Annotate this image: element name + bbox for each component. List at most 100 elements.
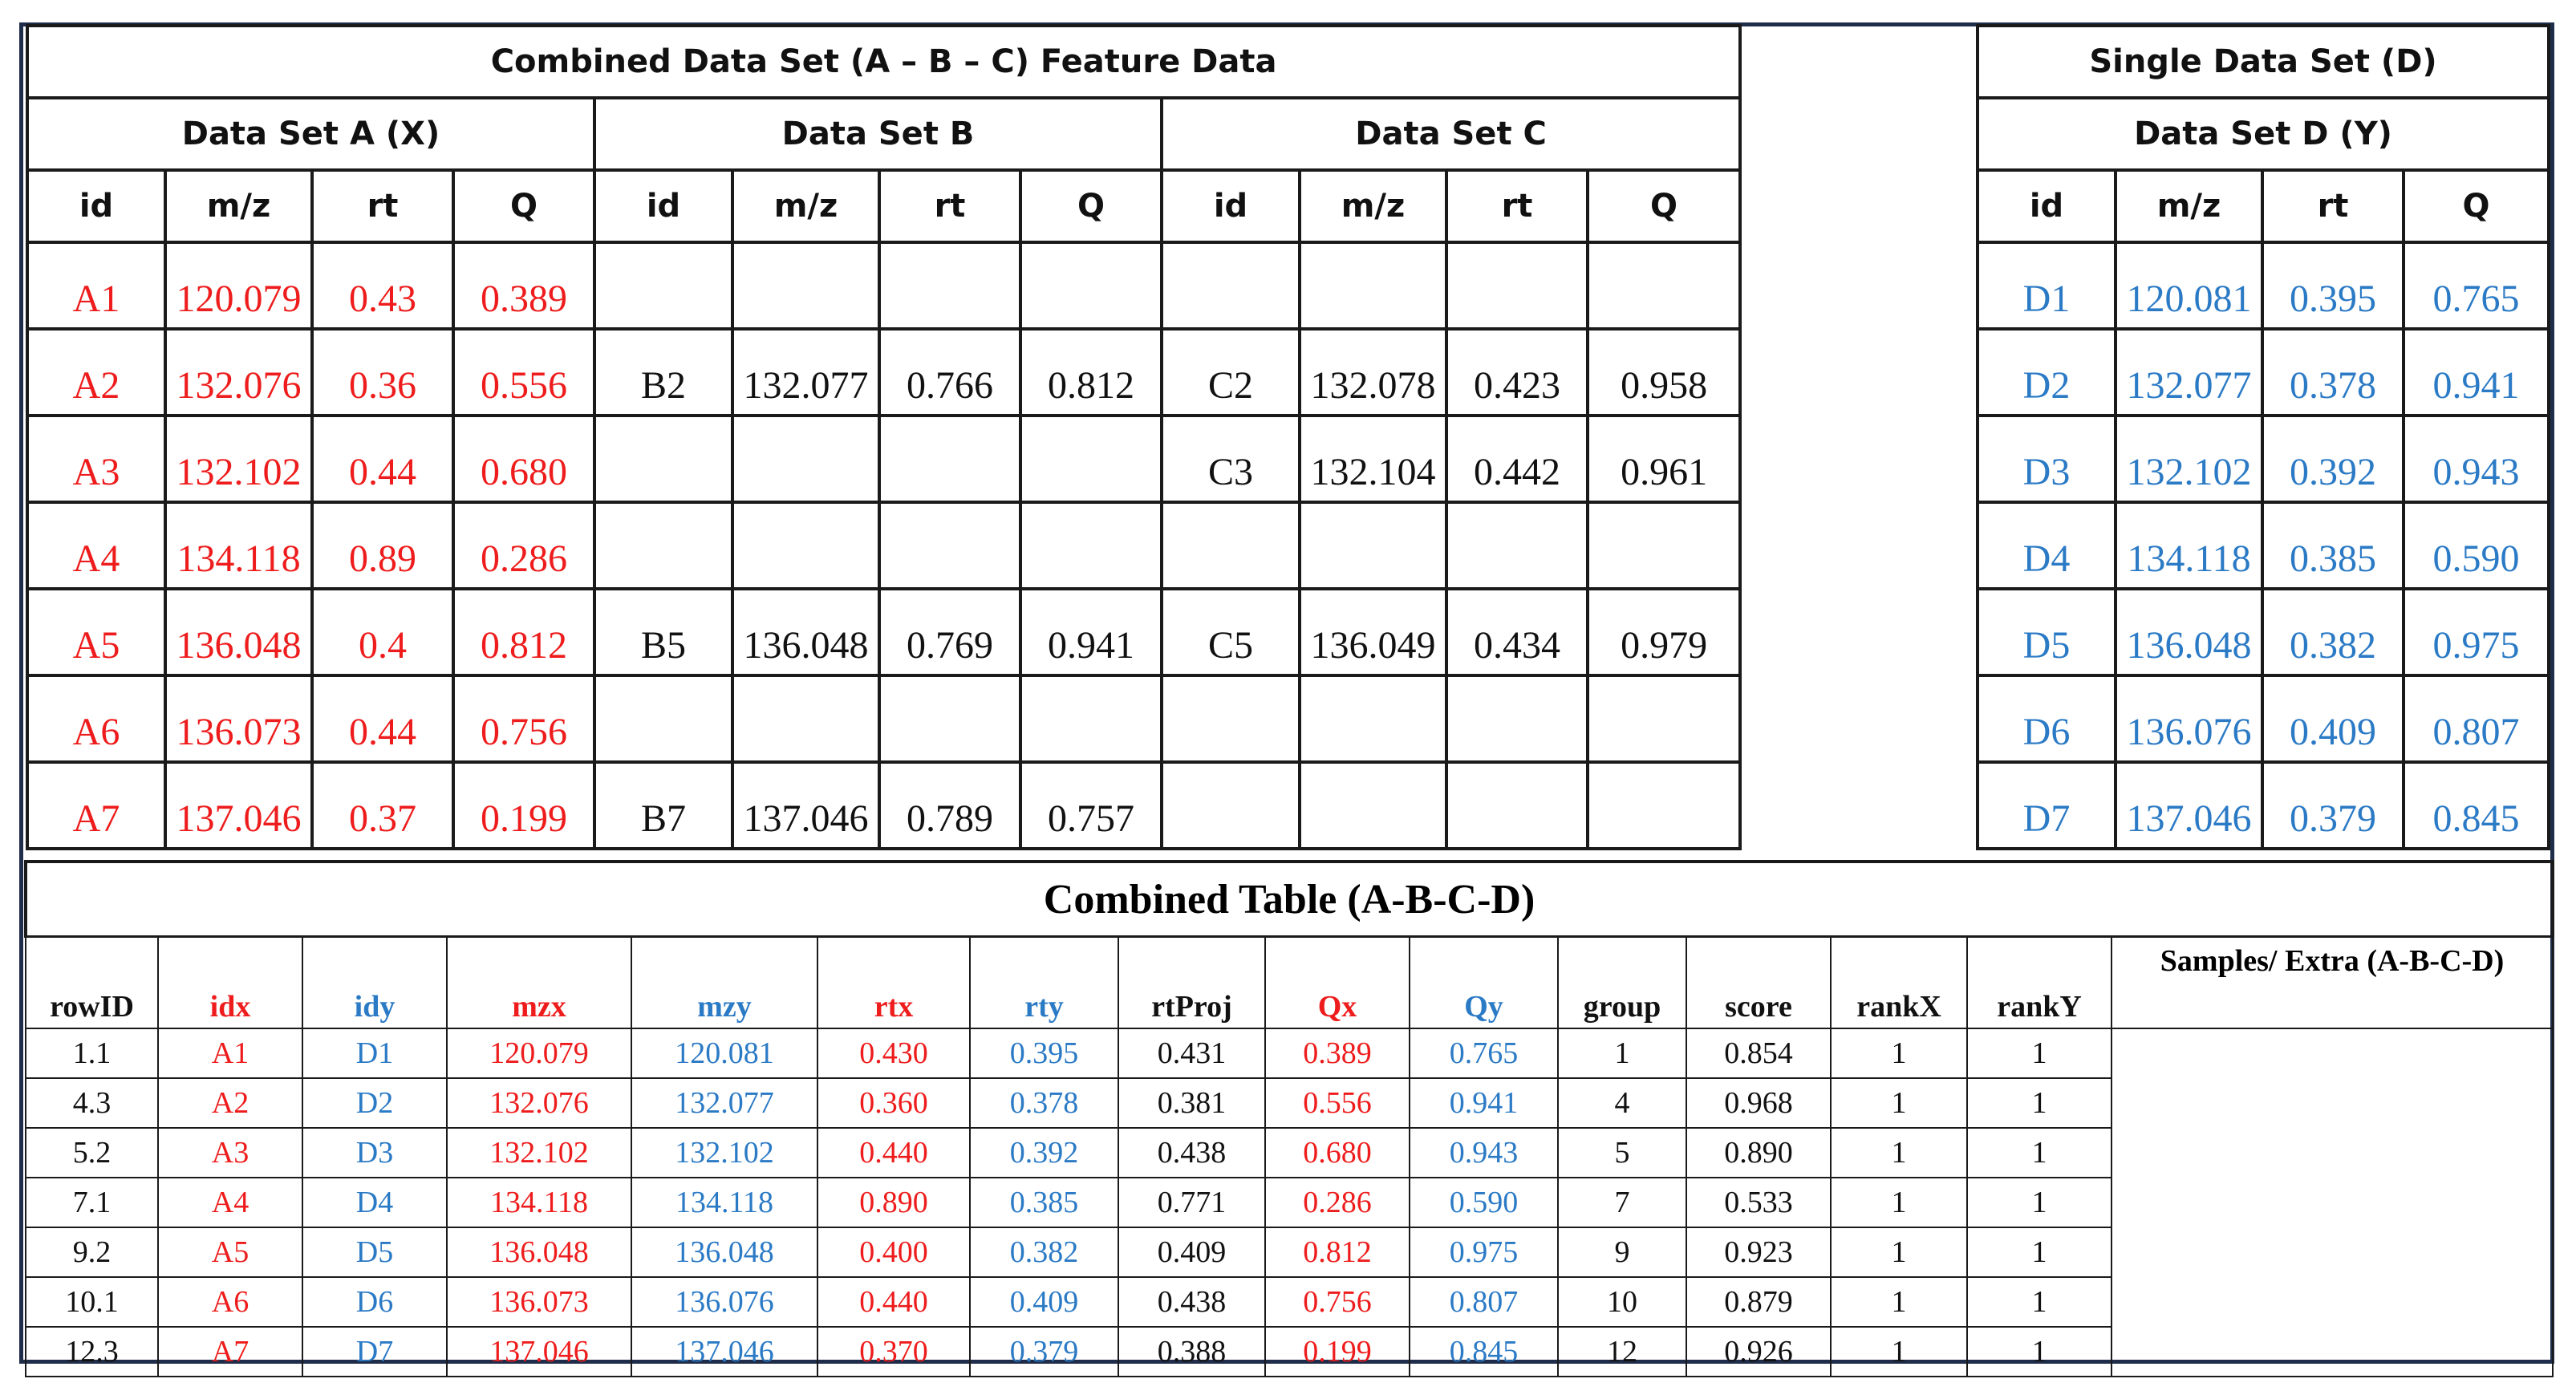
set-d-header: Data Set D (Y)	[1975, 96, 2551, 172]
table-cell	[1298, 674, 1448, 764]
column-header: rt	[2261, 168, 2405, 244]
column-header: rtx	[817, 935, 971, 1029]
table-cell	[731, 414, 881, 504]
table-cell: 0.533	[1686, 1177, 1832, 1228]
table-cell: 0.286	[452, 501, 596, 590]
table-cell: 0.807	[1409, 1276, 1559, 1328]
table-row: 4.3 A2 D2 132.076 132.077 0.360 0.378 0.381 0.55…	[25, 1077, 2553, 1129]
table-cell: 1	[1557, 1028, 1687, 1079]
table-cell: 0.385	[2261, 501, 2405, 590]
table-cell: D4	[302, 1177, 448, 1228]
table-cell: 0.37	[310, 760, 455, 850]
table-cell: 0.409	[1118, 1227, 1266, 1278]
table-cell	[731, 241, 881, 331]
table-cell: 1	[1966, 1177, 2112, 1228]
table-cell: 0.43	[310, 241, 455, 331]
table-cell: 0.409	[969, 1276, 1119, 1328]
table-cell: 0.392	[2261, 414, 2405, 504]
set-a-header: Data Set A (X)	[26, 96, 596, 172]
table-row: 7.1 A4 D4 134.118 134.118 0.890 0.385 0.771 0.28…	[25, 1177, 2553, 1228]
table-cell: D4	[1976, 501, 2117, 590]
table-cell	[731, 674, 881, 764]
column-header: Q	[1019, 168, 1163, 244]
table-cell: D6	[302, 1276, 448, 1328]
table-cell: D7	[1976, 760, 2117, 850]
table-cell	[593, 241, 734, 331]
table-cell: D5	[302, 1227, 448, 1278]
table-row: A2 132.076 0.36 0.556 B2 132.077 0.766 0.812 C2 1…	[26, 327, 1742, 417]
column-header: rty	[969, 935, 1119, 1029]
table-cell: 0.423	[1445, 327, 1589, 417]
table-cell: 134.118	[631, 1177, 818, 1228]
table-cell: 0.434	[1445, 587, 1589, 677]
table-cell	[1585, 760, 1742, 850]
table-cell: 0.975	[2401, 587, 2551, 677]
table-cell: 0.979	[1585, 587, 1742, 677]
table-row: 1.1 A1 D1 120.079 120.081 0.430 0.395 0.431 0.38…	[25, 1028, 2554, 1377]
table-cell: 0.440	[817, 1276, 971, 1328]
table-cell: 12	[1557, 1326, 1687, 1377]
column-header: id	[1976, 168, 2117, 244]
table-cell: 0.771	[1118, 1177, 1266, 1228]
table-row: 5.2 A3 D3 132.102 132.102 0.440 0.392 0.438 0.68…	[25, 1127, 2553, 1178]
table-cell: 132.102	[2114, 414, 2264, 504]
table-cell: D6	[1976, 674, 2117, 764]
table-cell: 0.431	[1118, 1028, 1266, 1079]
column-header: rankY	[1966, 935, 2112, 1029]
column-header: score	[1686, 935, 1832, 1029]
table-cell: 137.046	[731, 760, 881, 850]
table-cell	[1585, 501, 1742, 590]
table-row: D7 137.046 0.379 0.845	[1976, 760, 2551, 850]
table-cell: A6	[157, 1276, 303, 1328]
table-cell: 0.941	[2401, 327, 2551, 417]
column-header: Q	[1585, 168, 1742, 244]
table-cell: 0.890	[1686, 1127, 1832, 1178]
table-cell: B7	[593, 760, 734, 850]
table-cell: 0.757	[1019, 760, 1163, 850]
table-cell: 0.941	[1019, 587, 1163, 677]
table-cell: 0.36	[310, 327, 455, 417]
table-cell	[1160, 501, 1301, 590]
combined-table-abcd: Combined Table (A-B-C-D) rowID idx idy mzx m…	[23, 860, 2555, 1377]
table-cell: 0.392	[969, 1127, 1119, 1178]
table-cell: 0.400	[817, 1227, 971, 1278]
table-cell: 132.077	[731, 327, 881, 417]
table-row: 10.1 A6 D6 136.073 136.076 0.440 0.409 0.438 0.7…	[25, 1276, 2553, 1328]
table-cell: 1.1	[25, 1028, 159, 1079]
table-cell	[593, 501, 734, 590]
table-cell: 0.765	[2401, 241, 2551, 331]
table-cell: 0.395	[969, 1028, 1119, 1079]
table-cell: 0.879	[1686, 1276, 1832, 1328]
table-cell: C5	[1160, 587, 1301, 677]
table-cell: 0.44	[310, 674, 455, 764]
table-cell: 132.076	[164, 327, 314, 417]
table-cell: 0.438	[1118, 1276, 1266, 1328]
set-c-header: Data Set C	[1159, 96, 1742, 172]
table-cell: 136.076	[2114, 674, 2264, 764]
table-cell: 136.073	[446, 1276, 632, 1328]
combined-feature-title: Combined Data Set (A – B – C) Feature Da…	[25, 24, 1742, 99]
column-header: Q	[452, 168, 596, 244]
table-cell: A3	[157, 1127, 303, 1178]
table-row: D2 132.077 0.378 0.941	[1976, 327, 2551, 417]
table-cell: 132.102	[446, 1127, 632, 1178]
table-cell: 0.854	[1686, 1028, 1832, 1079]
table-cell: 9.2	[25, 1227, 159, 1278]
table-cell: 10.1	[25, 1276, 159, 1328]
table-cell: 0.389	[1264, 1028, 1410, 1079]
table-cell: 136.048	[631, 1227, 818, 1278]
table-cell: 0.438	[1118, 1127, 1266, 1178]
table-cell	[731, 501, 881, 590]
table-cell: 137.046	[2114, 760, 2264, 850]
table-row: A7 137.046 0.37 0.199 B7 137.046 0.789 0.757	[26, 760, 1742, 850]
table-cell: A2	[157, 1077, 303, 1129]
table-cell	[1160, 760, 1301, 850]
table-cell: 0.440	[817, 1127, 971, 1178]
table-cell: 0.199	[452, 760, 596, 850]
table-cell: 1	[1830, 1028, 1968, 1079]
table-cell: 5	[1557, 1127, 1687, 1178]
table-cell: 0.890	[817, 1177, 971, 1228]
table-cell: 0.789	[878, 760, 1022, 850]
table-cell: 7.1	[25, 1177, 159, 1228]
table-cell: 0.4	[310, 587, 455, 677]
